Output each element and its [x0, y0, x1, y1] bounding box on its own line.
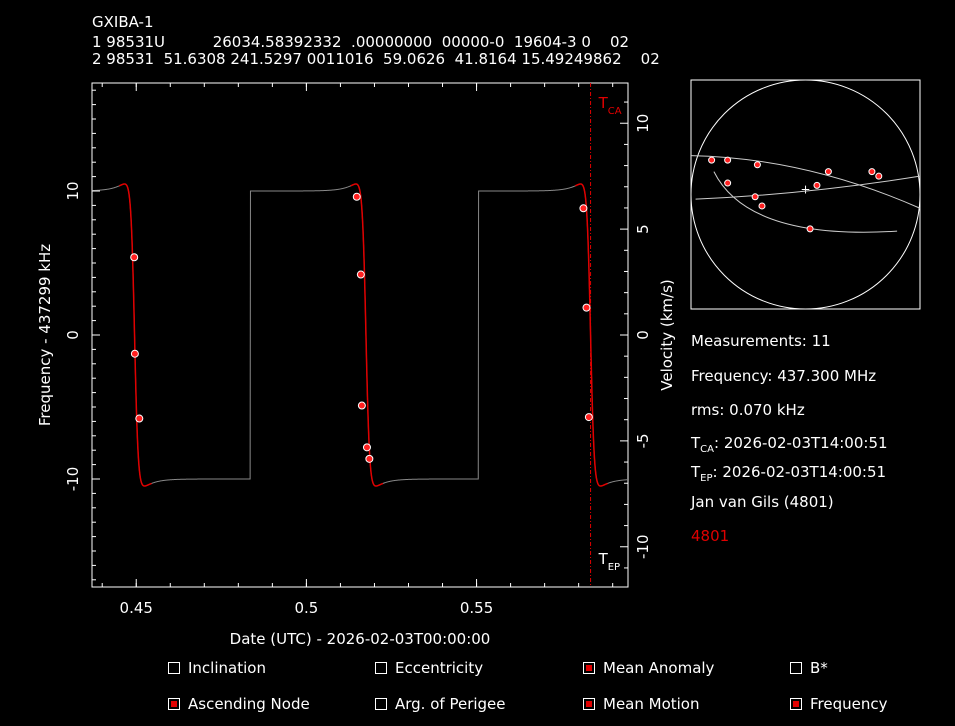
data-point-9 — [579, 204, 588, 213]
tca-value: TCA: 2026-02-03T14:00:51 — [691, 434, 888, 455]
checkbox-label: Inclination — [188, 659, 266, 677]
sky-map: + — [690, 79, 921, 310]
checkbox-box[interactable] — [583, 662, 595, 674]
data-point-1 — [130, 253, 139, 262]
data-point-7 — [362, 443, 371, 452]
rms-value: rms: 0.070 kHz — [691, 401, 805, 419]
y-tick-label: 0 — [64, 330, 82, 340]
sky-point-11 — [806, 225, 814, 233]
checkbox-label: B* — [810, 659, 828, 677]
track-1 — [690, 155, 921, 209]
track-3 — [713, 171, 898, 233]
plot-area: TCA TEP 0.45 0.5 0.55 -10 0 10 -10 -5 0 5 10 Frequenc… — [36, 82, 676, 648]
tle-line-2: 2 98531 51.6308 241.5297 0011016 59.0626… — [92, 50, 660, 68]
data-point-2 — [130, 349, 139, 358]
satellite-name: GXIBA-1 — [92, 13, 154, 31]
site-id: 4801 — [691, 527, 730, 545]
y2-tick-label: -5 — [634, 433, 652, 448]
checkbox-box[interactable] — [375, 662, 387, 674]
sky-point-4 — [824, 168, 832, 176]
checkbox-box[interactable] — [375, 698, 387, 710]
checkbox-box[interactable] — [583, 698, 595, 710]
tca-label: TCA — [598, 94, 622, 117]
y-tick-label: 10 — [64, 181, 82, 200]
data-point-5 — [356, 270, 365, 279]
y-tick-label: -10 — [64, 467, 82, 492]
sky-point-8 — [751, 193, 759, 201]
sky-point-5 — [868, 168, 876, 176]
checkbox-label: Ascending Node — [188, 695, 310, 713]
x-axis-title: Date (UTC) - 2026-02-03T00:00:00 — [230, 630, 491, 648]
x-tick-label: 0.5 — [294, 599, 318, 617]
checkbox-bstar[interactable]: B* — [790, 659, 828, 677]
data-point-8 — [365, 454, 374, 463]
tep-value: TEP: 2026-02-03T14:00:51 — [691, 463, 887, 484]
zenith-mark: + — [800, 183, 810, 197]
fit-curve-pass-1 — [118, 183, 152, 487]
checkbox-box[interactable] — [168, 662, 180, 674]
checkbox-label: Eccentricity — [395, 659, 484, 677]
sky-point-2 — [724, 156, 732, 164]
data-point-3 — [135, 414, 144, 423]
data-point-4 — [352, 192, 361, 201]
y2-axis-title: Velocity (km/s) — [658, 279, 676, 390]
checkbox-label: Arg. of Perigee — [395, 695, 506, 713]
checkbox-label: Mean Anomaly — [603, 659, 715, 677]
checkbox-eccentricity[interactable]: Eccentricity — [375, 659, 483, 677]
sky-point-7 — [724, 179, 732, 187]
y2-tick-label: 0 — [634, 330, 652, 340]
tep-sub: EP — [608, 562, 620, 573]
tca-sub: CA — [608, 106, 622, 117]
checkbox-inclination[interactable]: Inclination — [168, 659, 266, 677]
observer-name: Jan van Gils (4801) — [691, 493, 834, 511]
model-curve — [91, 183, 629, 487]
tle-line-1: 1 98531U 26034.58392332 .00000000 00000-… — [92, 33, 630, 51]
frequency-value: Frequency: 437.300 MHz — [691, 367, 877, 385]
checkbox-arg-of-perigee[interactable]: Arg. of Perigee — [375, 695, 506, 713]
data-point-10 — [582, 303, 591, 312]
track-2 — [695, 175, 921, 200]
data-point-11 — [584, 413, 593, 422]
y2-tick-label: -10 — [634, 535, 652, 560]
plot-frame — [91, 82, 629, 588]
checkbox-box[interactable] — [790, 698, 802, 710]
data-point-6 — [357, 401, 366, 410]
checkbox-mean-anomaly[interactable]: Mean Anomaly — [583, 659, 714, 677]
y2-tick-label: 10 — [634, 114, 652, 133]
x-tick-label: 0.45 — [120, 599, 153, 617]
sky-point-3 — [753, 161, 761, 169]
y2-tick-label: 5 — [634, 224, 652, 234]
checkbox-mean-motion[interactable]: Mean Motion — [583, 695, 700, 713]
y-axis-title: Frequency - 437299 kHz — [36, 244, 54, 426]
checkbox-box[interactable] — [168, 698, 180, 710]
checkbox-ascending-node[interactable]: Ascending Node — [168, 695, 310, 713]
sky-point-10 — [758, 202, 766, 210]
sky-point-6 — [875, 172, 883, 180]
checkbox-label: Frequency — [810, 695, 888, 713]
sky-point-9 — [813, 181, 821, 189]
horizon-circle — [690, 79, 921, 310]
x-tick-label: 0.55 — [460, 599, 493, 617]
fit-curve-pass-3 — [574, 183, 608, 487]
checkbox-box[interactable] — [790, 662, 802, 674]
checkbox-frequency[interactable]: Frequency — [790, 695, 888, 713]
checkbox-label: Mean Motion — [603, 695, 700, 713]
sky-point-1 — [708, 156, 716, 164]
measurements-count: Measurements: 11 — [691, 332, 831, 350]
tep-label: TEP — [598, 550, 621, 573]
fit-curve-pass-2 — [350, 183, 384, 487]
